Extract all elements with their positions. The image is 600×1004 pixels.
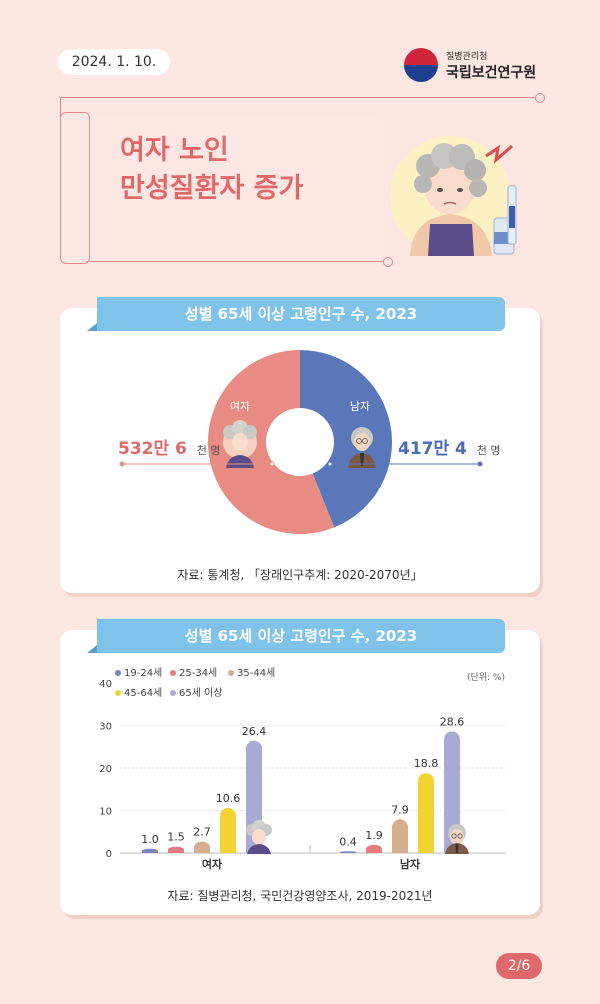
legend-swatch	[228, 670, 234, 676]
pie-slice-female	[208, 350, 335, 534]
legend-label: 45-64세	[124, 687, 162, 699]
title-line-1: 여자 노인	[120, 135, 229, 166]
bar-male-2	[392, 819, 408, 853]
org-name: 국립보건연구원	[446, 65, 537, 81]
donut-female-label: 여자	[230, 400, 250, 413]
unit-label: (단위: %)	[467, 672, 505, 683]
bar-value-label: 1.0	[141, 833, 159, 846]
bar-chart-title: 성별 65세 이상 고령인구 수, 2023	[97, 619, 505, 653]
title-frame-bottom	[86, 261, 386, 262]
legend-label: 65세 이상	[179, 687, 223, 699]
bar-female-1	[168, 846, 184, 853]
pie-slice-male	[300, 350, 392, 528]
org-logo: 질병관리청 국립보건연구원	[404, 44, 554, 88]
bar-female-3	[220, 807, 236, 853]
page-title: 여자 노인 만성질환자 증가	[120, 132, 303, 208]
banner-fold	[87, 323, 97, 331]
y-tick-label: 20	[99, 764, 112, 775]
female-avatar-icon	[223, 420, 257, 468]
bar-value-label: 0.4	[339, 835, 357, 848]
donut-male-label: 남자	[350, 400, 370, 413]
female-value: 532만 6	[118, 439, 187, 459]
bar-value-label: 1.5	[167, 831, 185, 844]
title-frame-line	[60, 97, 540, 98]
legend-label: 35-44세	[237, 667, 275, 679]
elderly-woman-illustration	[390, 136, 517, 256]
x-category-label: 여자	[202, 857, 223, 871]
bar-male-0	[340, 851, 356, 853]
male-avatar-icon	[445, 824, 469, 854]
bar-male-1	[366, 844, 382, 853]
y-tick-label: 30	[99, 722, 112, 733]
svg-text:417만 4 천 명: 417만 4 천 명	[398, 439, 501, 459]
bar-chart: (단위: %) 19-24세 25-34세 35-44세 45-64세 65세 이상 0…	[99, 667, 505, 871]
legend-swatch	[170, 690, 176, 696]
male-unit: 천 명	[477, 443, 501, 457]
bar-value-label: 26.4	[242, 725, 267, 738]
bar-value-label: 7.9	[391, 803, 409, 816]
legend-swatch	[170, 670, 176, 676]
bar-female-0	[142, 848, 158, 853]
female-unit: 천 명	[197, 443, 221, 457]
bar-value-label: 18.8	[414, 757, 439, 770]
x-category-label: 남자	[400, 857, 421, 871]
frame-dot	[535, 93, 545, 103]
taegeuk-icon	[404, 48, 438, 82]
scroll-roll	[60, 112, 90, 264]
bar-female-2	[194, 841, 210, 853]
male-avatar-icon	[348, 427, 376, 468]
population-card	[60, 308, 540, 593]
title-panel	[74, 118, 382, 262]
y-tick-label: 0	[106, 849, 112, 860]
legend-swatch	[115, 690, 121, 696]
donut-chart: 여자 남자 532만 6 천 명 417만 4 천 명	[118, 350, 501, 534]
donut-chart-title: 성별 65세 이상 고령인구 수, 2023	[97, 297, 505, 331]
bar-value-label: 2.7	[193, 826, 211, 839]
legend-swatch	[115, 670, 121, 676]
donut-source: 자료: 통계청, 「장래인구추계: 2020-2070년」	[177, 568, 423, 582]
title-frame-edge	[60, 97, 61, 127]
banner-fold	[87, 645, 97, 653]
frame-dot	[383, 257, 393, 267]
bar-source: 자료: 질병관리청, 국민건강영양조사, 2019-2021년	[167, 889, 433, 903]
y-tick-label: 10	[99, 807, 112, 818]
date-badge: 2024. 1. 10.	[58, 49, 170, 75]
bar-value-label: 1.9	[365, 829, 383, 842]
bar-male-4	[444, 731, 460, 853]
bar-value-label: 28.6	[440, 715, 465, 728]
bar-value-label: 10.6	[216, 792, 241, 805]
bar-male-3	[418, 773, 434, 853]
legend-label: 19-24세	[124, 667, 162, 679]
y-tick-label: 40	[99, 679, 112, 690]
svg-text:532만 6 천 명: 532만 6 천 명	[118, 439, 221, 459]
legend-label: 25-34세	[179, 667, 217, 679]
page-indicator[interactable]: 2/6	[496, 953, 542, 979]
title-line-2: 만성질환자 증가	[120, 173, 304, 204]
org-sub-name: 질병관리청	[446, 52, 488, 62]
female-avatar-icon	[246, 820, 272, 854]
male-value: 417만 4	[398, 439, 467, 459]
